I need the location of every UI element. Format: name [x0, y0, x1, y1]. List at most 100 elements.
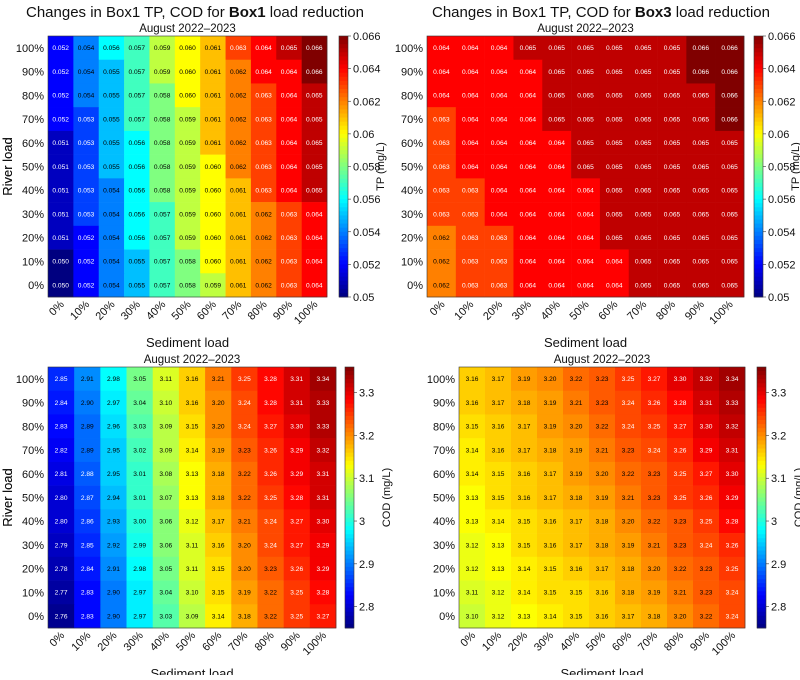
heatmap-cell — [628, 154, 658, 179]
cell-value-label: 0.054 — [78, 69, 95, 76]
colorbar-segment — [754, 44, 763, 49]
main-title-part: Box3 — [635, 4, 672, 21]
cell-value-label: 0.056 — [129, 140, 146, 147]
y-tick-label: 80% — [433, 421, 455, 433]
cell-value-label: 2.85 — [81, 542, 94, 549]
cell-value-label: 3.16 — [596, 613, 609, 620]
y-tick-label: 80% — [401, 90, 423, 102]
x-tick-label: 50% — [584, 629, 608, 653]
heatmap-cell — [124, 130, 150, 155]
cell-value-label: 3.27 — [290, 519, 303, 526]
cell-value-label: 3.16 — [544, 542, 557, 549]
cell-value-label: 0.064 — [577, 211, 594, 218]
heatmap-cell — [74, 604, 101, 629]
cell-value-label: 2.96 — [107, 424, 120, 431]
heatmap-cell — [513, 225, 543, 250]
heatmap-cell — [513, 154, 543, 179]
colorbar-segment — [339, 68, 348, 74]
cell-value-label: 0.055 — [103, 164, 120, 171]
cell-value-label: 2.87 — [81, 495, 94, 502]
heatmap-cell — [178, 509, 206, 534]
heatmap-cell — [513, 249, 543, 274]
heatmap-cell — [715, 36, 745, 61]
heatmap-cell — [200, 59, 226, 84]
heatmap-cell — [571, 249, 601, 274]
cell-value-label: 3.28 — [264, 376, 277, 383]
heatmap-cell — [715, 83, 745, 108]
heatmap-cell — [542, 107, 572, 132]
heatmap-cell — [225, 107, 252, 132]
heatmap-cell — [599, 273, 630, 298]
cell-value-label: 0.066 — [721, 69, 738, 76]
heatmap-cell — [485, 556, 512, 581]
colorbar-segment — [757, 554, 766, 560]
cell-value-label: 2.82 — [55, 447, 68, 454]
heatmap-cell — [693, 438, 720, 463]
heatmap-cell — [484, 178, 514, 203]
colorbar-segment — [339, 154, 348, 159]
heatmap-cell — [615, 414, 642, 439]
colorbar-segment — [345, 481, 354, 486]
heatmap-cell — [427, 130, 457, 155]
cell-value-label: 0.064 — [520, 282, 537, 289]
heatmap-cell — [657, 178, 687, 203]
cell-value-label: 0.061 — [205, 45, 222, 52]
colorbar-segment — [339, 60, 348, 65]
heatmap-cell — [719, 414, 746, 439]
cell-value-label: 0.064 — [306, 259, 323, 266]
cell-value-label: 3.32 — [316, 447, 329, 454]
main-title-part: load reduction — [266, 4, 364, 21]
colorbar-segment — [757, 383, 766, 388]
cell-value-label: 2.91 — [107, 566, 120, 573]
heatmap-cell — [73, 107, 100, 132]
heatmap-cell — [657, 130, 687, 155]
cell-value-label: 3.18 — [238, 613, 251, 620]
colorbar-segment — [757, 513, 766, 519]
cell-value-label: 0.059 — [154, 69, 171, 76]
colorbar-segment — [757, 534, 766, 539]
x-tick-label: 50% — [174, 629, 198, 653]
heatmap-cell — [74, 367, 101, 392]
heatmap-cell — [589, 580, 616, 605]
colorbar-segment — [345, 591, 354, 596]
cell-value-label: 3.31 — [316, 471, 329, 478]
heatmap-cell — [257, 390, 284, 415]
heatmap-cell — [667, 533, 694, 558]
heatmap-cell — [641, 461, 668, 486]
heatmap-cell — [657, 249, 687, 274]
heatmap-cell — [427, 202, 457, 227]
heatmap-cell — [225, 225, 252, 250]
cell-value-label: 0.065 — [635, 188, 652, 195]
cell-value-label: 3.18 — [622, 566, 635, 573]
heatmap-cell — [542, 202, 572, 227]
colorbar-segment — [339, 80, 348, 86]
cell-value-label: 0.065 — [693, 164, 710, 171]
heatmap-cell — [571, 130, 601, 155]
cell-value-label: 3.29 — [290, 471, 303, 478]
colorbar-segment — [754, 162, 763, 167]
heatmap-cell — [563, 533, 590, 558]
colorbar-segment — [757, 436, 766, 441]
cell-value-label: 3.28 — [316, 590, 329, 597]
heatmap-cell — [309, 414, 337, 439]
cell-value-label: 3.33 — [316, 400, 329, 407]
colorbar-tick-label: 0.052 — [353, 259, 381, 271]
cell-value-label: 0.064 — [491, 116, 508, 123]
colorbar-segment — [757, 371, 766, 376]
colorbar-segment — [757, 517, 766, 523]
heatmap-cell — [152, 390, 180, 415]
colorbar-segment — [754, 190, 763, 196]
heatmap-cell — [719, 509, 746, 534]
x-tick-label: 100% — [707, 298, 736, 327]
colorbar-tick-label: 0.058 — [768, 162, 796, 174]
x-tick-label: 0% — [47, 298, 67, 318]
colorbar-segment — [345, 493, 354, 498]
colorbar-segment — [345, 542, 354, 547]
cell-value-label: 3.13 — [186, 471, 199, 478]
heatmap-cell — [283, 509, 311, 534]
x-tick-label: 10% — [480, 629, 504, 653]
colorbar-segment — [757, 440, 766, 445]
heatmap-cell — [48, 604, 75, 629]
heatmap-cell — [74, 485, 101, 510]
cell-value-label: 0.052 — [52, 45, 69, 52]
